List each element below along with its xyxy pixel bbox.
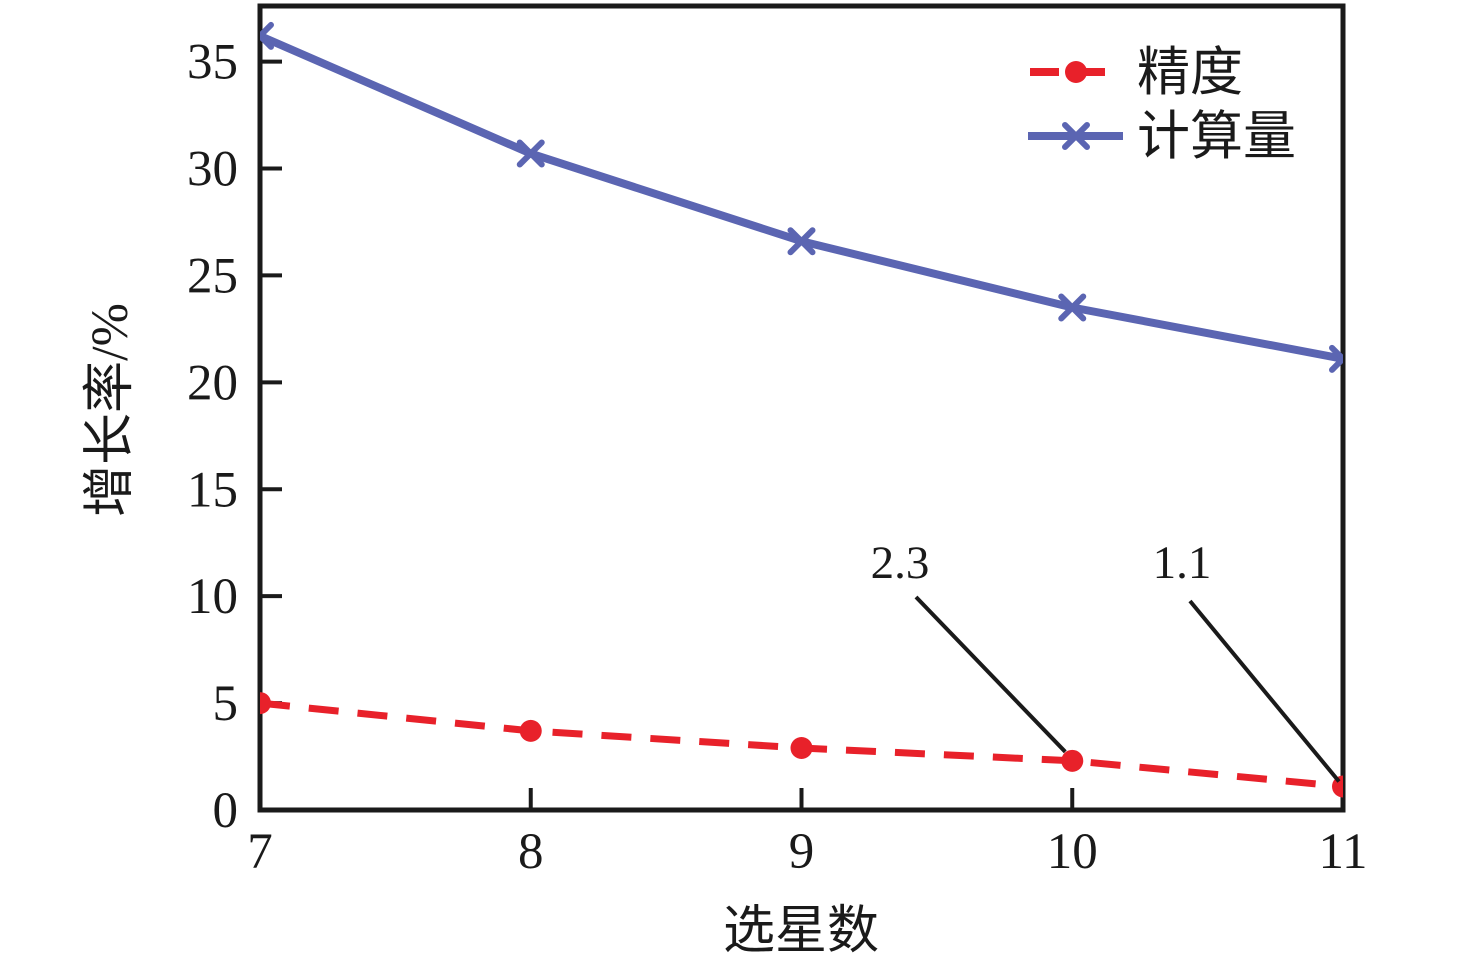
legend-item-jingdu: 精度 — [1030, 44, 1243, 102]
jisuanliang-x-marker — [260, 21, 274, 50]
leader-line-2-3 — [914, 595, 1067, 754]
legend-label-jisuanliang: 计算量 — [1137, 108, 1296, 166]
x-tick-label: 11 — [1318, 824, 1367, 880]
jisuanliang-x-marker — [1058, 293, 1087, 322]
jingdu-circle-marker — [1061, 749, 1084, 772]
x-tick-label: 9 — [789, 824, 815, 880]
x-axis-label: 选星数 — [723, 903, 879, 960]
y-tick-label: 0 — [213, 783, 239, 839]
y-axis-label: 增长率/% — [82, 303, 139, 517]
x-axis-tick-labels: 7 8 9 10 11 — [247, 824, 1367, 880]
jisuanliang-x-marker — [516, 139, 545, 168]
y-tick-label: 20 — [187, 355, 238, 411]
y-tick-label: 5 — [213, 676, 239, 732]
jingdu-marker-sample — [1065, 61, 1087, 83]
jingdu-circle-marker — [790, 736, 813, 759]
annotation-leader-lines — [914, 595, 1341, 783]
jingdu-circle-marker — [1332, 775, 1343, 798]
y-tick-label: 15 — [187, 462, 238, 518]
annotation-value-2-3: 2.3 — [871, 537, 930, 589]
x-tick-label: 10 — [1047, 824, 1098, 880]
leader-line-1-1 — [1188, 599, 1341, 783]
x-tick-label: 7 — [247, 824, 273, 880]
y-tick-label: 30 — [187, 142, 238, 198]
plot-frame — [257, 3, 1346, 813]
legend: 精度 计算量 — [1028, 44, 1296, 166]
y-tick-label: 35 — [187, 35, 238, 91]
y-tick-label: 25 — [187, 248, 238, 304]
jingdu-circle-marker — [519, 719, 542, 742]
jingdu-circle-marker — [260, 692, 271, 715]
jisuanliang-x-marker — [1329, 344, 1343, 373]
jisuanliang-marker-sample — [1062, 122, 1090, 150]
x-tick-label: 8 — [518, 824, 544, 880]
y-axis-tick-labels: 0 5 10 15 20 25 30 35 — [187, 35, 238, 839]
x-axis-ticks — [258, 788, 1345, 808]
y-tick-label: 10 — [187, 569, 238, 625]
series-area — [260, 21, 1343, 798]
legend-label-jingdu: 精度 — [1137, 44, 1243, 102]
legend-item-jisuanliang: 计算量 — [1028, 108, 1296, 166]
annotation-value-1-1: 1.1 — [1153, 537, 1212, 589]
jisuanliang-x-marker — [787, 227, 816, 256]
